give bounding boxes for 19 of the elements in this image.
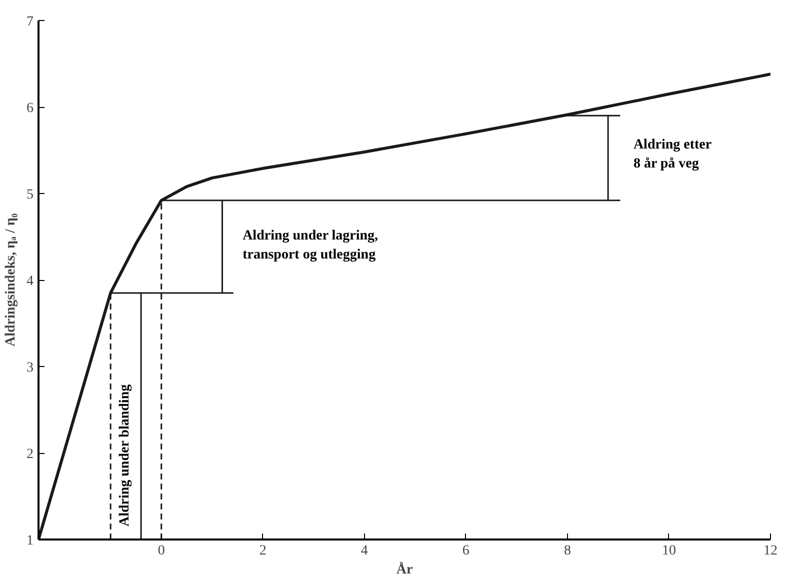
y-tick-label: 4 <box>26 274 34 289</box>
y-axis-title: Aldringsindeks, ηₐ / η₀ <box>4 213 18 347</box>
y-tick-label: 6 <box>26 101 34 116</box>
y-tick-label: 3 <box>26 360 34 376</box>
x-tick-label: 4 <box>360 544 368 558</box>
x-tick-label: 6 <box>462 544 470 558</box>
x-tick-label: 0 <box>158 544 165 558</box>
annotation: Aldring under blanding <box>117 384 132 527</box>
x-axis-title: År <box>396 562 413 578</box>
y-tick-label: 7 <box>26 14 34 30</box>
x-tick-label: 8 <box>564 544 571 558</box>
x-tick-label: 12 <box>764 544 778 558</box>
y-tick-label: 5 <box>26 188 34 202</box>
x-tick-label: 10 <box>662 544 676 558</box>
x-tick-label: 2 <box>259 544 266 558</box>
annotation: Aldring etter 8 år på veg <box>633 138 712 172</box>
y-tick-label: 2 <box>26 447 34 462</box>
annotation: Aldring under lagring, transport og utlegging <box>242 228 378 262</box>
y-tick-label: 1 <box>26 534 34 548</box>
